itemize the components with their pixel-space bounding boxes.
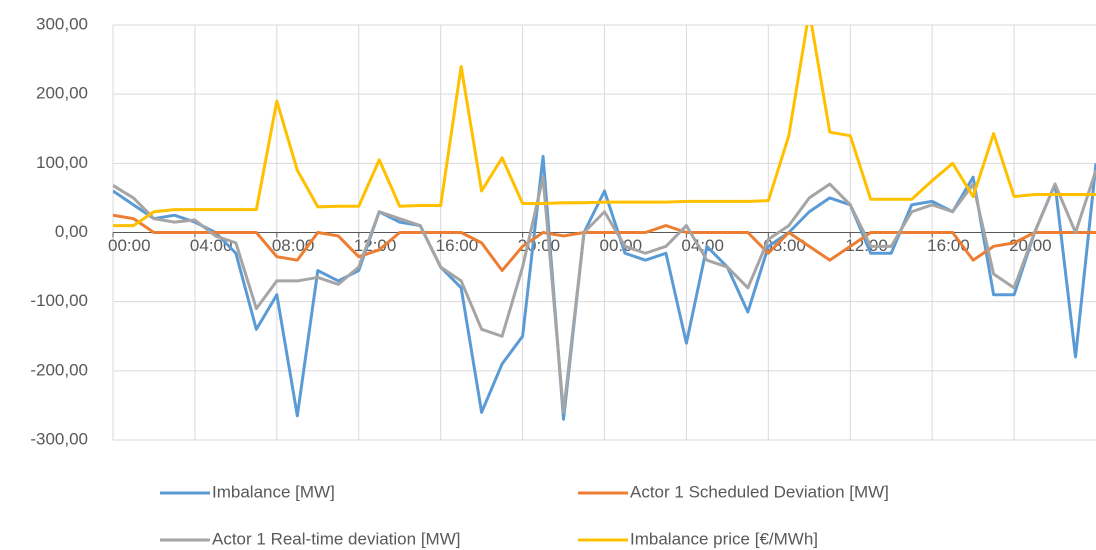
y-tick-label: -200,00 bbox=[30, 360, 88, 379]
y-tick-label: 100,00 bbox=[36, 153, 88, 172]
x-tick-label: 00:00 bbox=[600, 236, 643, 255]
data-line bbox=[113, 169, 1096, 414]
y-tick-label: 300,00 bbox=[36, 14, 88, 33]
x-tick-label: 16:00 bbox=[436, 236, 479, 255]
y-tick-label: -100,00 bbox=[30, 291, 88, 310]
x-tick-label: 04:00 bbox=[681, 236, 724, 255]
x-tick-label: 00:00 bbox=[108, 236, 151, 255]
legend-label: Actor 1 Real-time deviation [MW] bbox=[212, 529, 460, 548]
y-tick-label: 0,00 bbox=[55, 222, 88, 241]
plot-area bbox=[113, 25, 1096, 421]
data-line bbox=[113, 25, 1096, 228]
y-tick-label: -300,00 bbox=[30, 429, 88, 448]
data-line bbox=[113, 154, 1096, 421]
legend-label: Imbalance [MW] bbox=[212, 482, 335, 501]
data-line bbox=[113, 213, 1096, 273]
legend-label: Imbalance price [€/MWh] bbox=[630, 529, 818, 548]
legend-label: Actor 1 Scheduled Deviation [MW] bbox=[630, 482, 889, 501]
y-tick-label: 200,00 bbox=[36, 84, 88, 103]
